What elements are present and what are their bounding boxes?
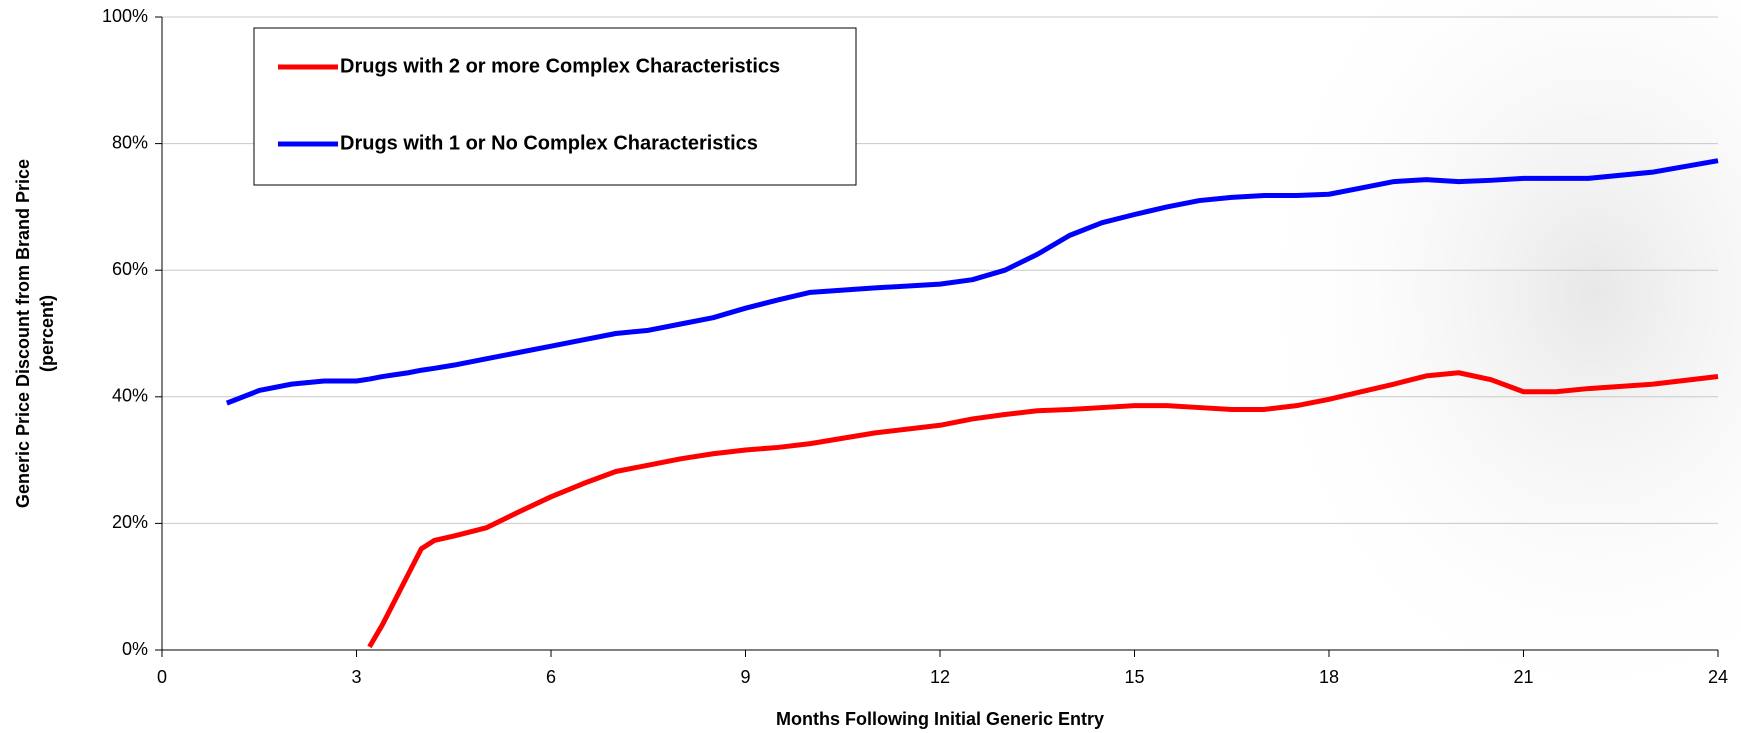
x-tick-label: 15 xyxy=(1124,667,1144,687)
x-tick-label: 12 xyxy=(930,667,950,687)
x-tick-label: 18 xyxy=(1319,667,1339,687)
y-tick-label: 100% xyxy=(102,6,148,26)
y-tick-label: 60% xyxy=(112,259,148,279)
legend-box xyxy=(253,27,857,186)
y-tick-label: 40% xyxy=(112,386,148,406)
y-tick-label: 80% xyxy=(112,132,148,152)
x-tick-label: 21 xyxy=(1513,667,1533,687)
x-tick-label: 6 xyxy=(546,667,556,687)
background-watermark xyxy=(1150,0,1741,733)
x-tick-label: 24 xyxy=(1708,667,1728,687)
legend-label: Drugs with 2 or more Complex Characteris… xyxy=(340,55,780,77)
y-tick-label: 20% xyxy=(112,512,148,532)
x-tick-label: 3 xyxy=(351,667,361,687)
y-tick-label: 0% xyxy=(122,639,148,659)
series-line xyxy=(367,370,1719,649)
y-axis-label: (percent) xyxy=(37,295,57,372)
series-line xyxy=(225,158,1719,406)
legend-label: Drugs with 1 or No Complex Characteristi… xyxy=(340,132,758,154)
x-tick-label: 9 xyxy=(740,667,750,687)
x-axis-label: Months Following Initial Generic Entry xyxy=(776,709,1104,729)
x-tick-label: 0 xyxy=(157,667,167,687)
y-axis-label: Generic Price Discount from Brand Price xyxy=(13,159,33,508)
